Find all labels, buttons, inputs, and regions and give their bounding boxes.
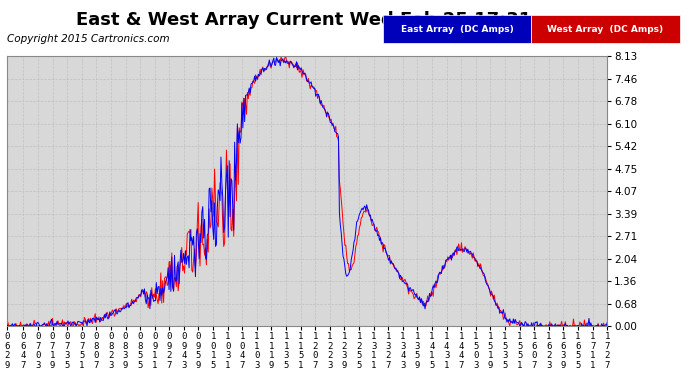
Text: West Array  (DC Amps): West Array (DC Amps) <box>547 25 664 34</box>
Text: East Array  (DC Amps): East Array (DC Amps) <box>401 25 513 34</box>
Text: East & West Array Current Wed Feb 25 17:31: East & West Array Current Wed Feb 25 17:… <box>76 11 531 29</box>
Text: Copyright 2015 Cartronics.com: Copyright 2015 Cartronics.com <box>7 34 170 44</box>
